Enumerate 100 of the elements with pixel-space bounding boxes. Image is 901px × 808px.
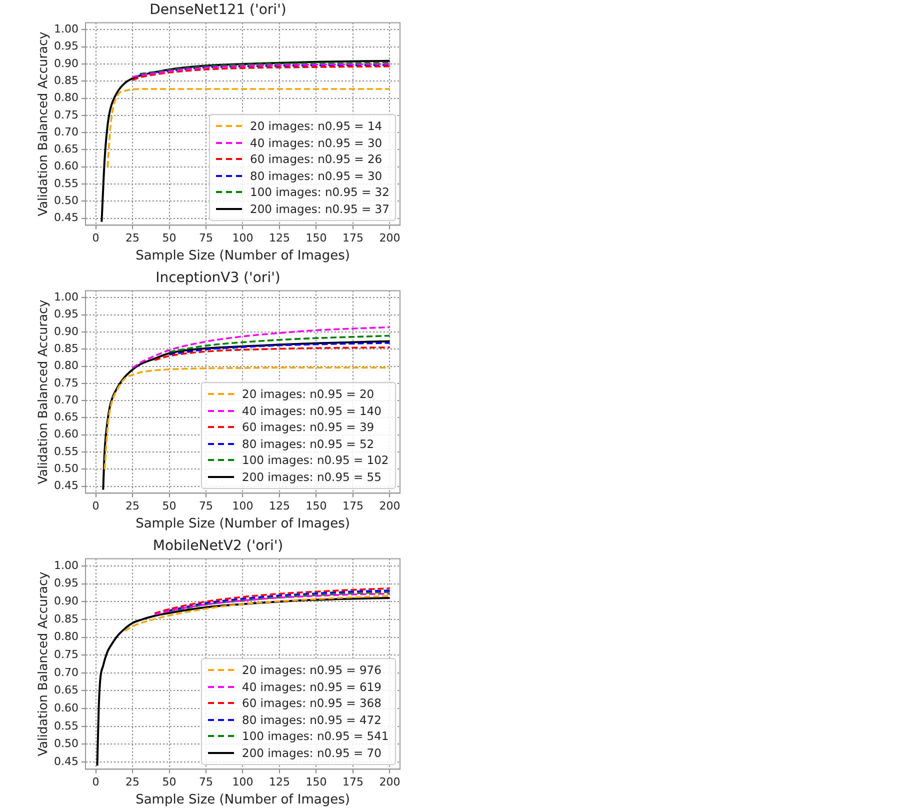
y-axis-title: Validation Balanced Accuracy	[34, 571, 50, 756]
legend-label: 80 images: n0.95 = 52	[242, 436, 374, 451]
y-tick-label: 0.95	[54, 40, 78, 53]
y-tick-label: 0.50	[54, 194, 78, 208]
x-tick-label: 100	[232, 776, 254, 789]
x-tick-label: 150	[306, 500, 327, 513]
legend-label: 20 images: n0.95 = 976	[242, 663, 382, 678]
y-tick-label: 0.70	[54, 125, 78, 138]
y-tick-label: 0.90	[54, 594, 78, 608]
x-tick-label: 25	[126, 776, 140, 789]
x-tick-label: 75	[199, 500, 214, 513]
legend-label: 100 images: n0.95 = 32	[250, 185, 390, 200]
y-tick-label: 0.60	[54, 701, 78, 714]
y-tick-label: 0.45	[54, 479, 78, 492]
x-tick-label: 50	[162, 500, 176, 513]
y-tick-label: 0.65	[54, 410, 78, 424]
y-tick-label: 0.65	[54, 142, 78, 156]
y-tick-label: 0.85	[54, 74, 78, 87]
line-series	[168, 334, 391, 353]
line-series	[124, 594, 391, 632]
x-tick-label: 25	[126, 500, 140, 513]
y-tick-label: 0.70	[54, 666, 78, 679]
legend-label: 200 images: n0.95 = 70	[242, 746, 382, 760]
y-tick-label: 0.80	[54, 91, 78, 104]
legend-label: 200 images: n0.95 = 37	[250, 202, 390, 216]
legend-label: 80 images: n0.95 = 30	[250, 168, 382, 183]
y-tick-label: 0.85	[54, 612, 78, 626]
line-series	[168, 342, 391, 356]
y-tick-label: 0.90	[54, 56, 78, 70]
line-series	[104, 366, 391, 470]
chart-title: InceptionV3 ('ori')	[156, 270, 280, 286]
y-tick-label: 0.75	[54, 108, 78, 122]
legend-label: 100 images: n0.95 = 102	[242, 453, 389, 468]
line-series	[154, 588, 391, 614]
line-series	[132, 63, 391, 78]
y-tick-label: 0.55	[54, 444, 78, 458]
y-tick-label: 1.00	[54, 290, 78, 304]
y-tick-label: 0.55	[54, 719, 78, 732]
x-tick-label: 125	[268, 776, 290, 789]
y-axis-title: Validation Balanced Accuracy	[34, 299, 50, 484]
y-tick-label: 0.45	[54, 754, 78, 768]
y-tick-label: 0.65	[54, 684, 78, 697]
legend-label: 60 images: n0.95 = 26	[250, 152, 382, 166]
legend-label: 40 images: n0.95 = 619	[242, 680, 382, 694]
x-tick-label: 125	[268, 500, 290, 513]
line-series	[132, 65, 391, 81]
line-series	[102, 340, 391, 491]
x-tick-label: 0	[92, 232, 100, 245]
line-series	[154, 346, 391, 361]
x-tick-label: 0	[92, 776, 100, 789]
y-tick-label: 1.00	[54, 22, 78, 36]
x-axis-title: Sample Size (Number of Images)	[136, 792, 350, 808]
y-tick-label: 0.45	[54, 211, 78, 224]
legend-label: 200 images: n0.95 = 55	[242, 470, 382, 484]
x-tick-label: 150	[306, 776, 327, 789]
x-tick-label: 75	[199, 232, 214, 245]
x-tick-label: 0	[92, 500, 100, 513]
y-tick-label: 0.75	[54, 376, 78, 390]
x-tick-label: 175	[342, 232, 364, 245]
y-tick-label: 0.60	[54, 160, 78, 173]
x-tick-label: 200	[379, 500, 400, 513]
line-series	[138, 62, 391, 75]
legend-label: 100 images: n0.95 = 541	[242, 729, 389, 744]
y-tick-label: 0.75	[54, 648, 78, 661]
line-series	[154, 592, 391, 616]
y-tick-label: 0.70	[54, 393, 78, 406]
line-series	[100, 60, 391, 223]
legend-label: 60 images: n0.95 = 39	[242, 420, 374, 434]
legend-label: 40 images: n0.95 = 30	[250, 136, 382, 150]
legend-label: 20 images: n0.95 = 14	[250, 119, 382, 134]
x-tick-label: 150	[306, 232, 327, 245]
legend-label: 60 images: n0.95 = 368	[242, 696, 382, 710]
x-tick-label: 50	[162, 232, 176, 245]
line-series	[106, 88, 391, 168]
x-tick-label: 100	[232, 232, 254, 245]
legend-label: 40 images: n0.95 = 140	[242, 404, 382, 418]
y-tick-label: 0.95	[54, 308, 78, 321]
chart-title: MobileNetV2 ('ori')	[152, 538, 284, 554]
x-tick-label: 75	[199, 776, 214, 789]
y-tick-label: 0.95	[54, 576, 78, 590]
y-axis-title: Validation Balanced Accuracy	[34, 31, 50, 216]
y-tick-label: 0.80	[54, 359, 78, 372]
x-tick-label: 50	[162, 776, 176, 789]
x-axis-title: Sample Size (Number of Images)	[136, 516, 350, 532]
y-tick-label: 0.50	[54, 462, 78, 476]
legend-label: 20 images: n0.95 = 20	[242, 387, 374, 402]
x-tick-label: 125	[268, 232, 290, 245]
chart-title: DenseNet121 ('ori')	[150, 2, 286, 18]
line-series	[132, 326, 391, 369]
y-tick-label: 0.80	[54, 630, 78, 644]
legend-label: 80 images: n0.95 = 472	[242, 712, 382, 727]
y-tick-label: 1.00	[54, 558, 78, 572]
x-tick-label: 25	[126, 232, 140, 245]
x-tick-label: 200	[379, 232, 400, 245]
x-axis-title: Sample Size (Number of Images)	[136, 248, 350, 264]
line-series	[138, 64, 391, 76]
line-series	[96, 597, 391, 767]
x-tick-label: 175	[342, 776, 364, 789]
y-tick-label: 0.85	[54, 342, 78, 355]
x-tick-label: 200	[379, 776, 400, 789]
